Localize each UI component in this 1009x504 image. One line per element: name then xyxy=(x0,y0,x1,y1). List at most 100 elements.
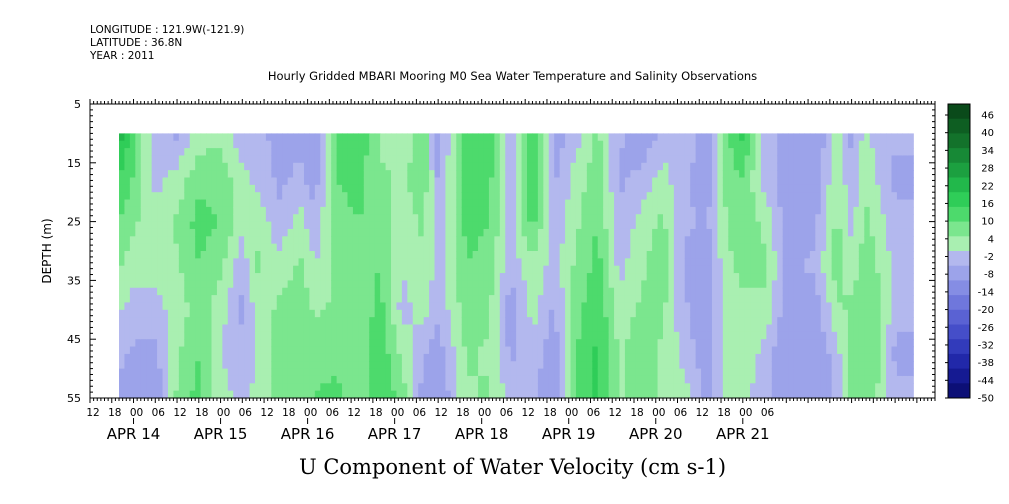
heatmap-cell xyxy=(799,170,806,179)
heatmap-cell xyxy=(527,331,534,340)
heatmap-cell xyxy=(760,346,767,355)
heatmap-cell xyxy=(750,265,757,274)
heatmap-cell xyxy=(581,346,588,355)
heatmap-cell xyxy=(478,140,485,149)
heatmap-cell xyxy=(679,383,686,392)
heatmap-cell xyxy=(820,228,827,237)
heatmap-cell xyxy=(146,287,153,296)
heatmap-cell xyxy=(766,368,773,377)
heatmap-cell xyxy=(635,170,642,179)
heatmap-cell xyxy=(771,361,778,370)
heatmap-cell xyxy=(521,353,528,362)
heatmap-cell xyxy=(565,368,572,377)
heatmap-cell xyxy=(293,251,300,259)
heatmap-cell xyxy=(336,251,343,259)
heatmap-cell xyxy=(809,206,816,215)
heatmap-cell xyxy=(858,258,865,267)
heatmap-cell xyxy=(255,317,262,326)
heatmap-cell xyxy=(407,155,414,164)
heatmap-cell xyxy=(641,170,648,179)
heatmap-cell xyxy=(374,177,381,186)
heatmap-cell xyxy=(537,295,544,304)
heatmap-cell xyxy=(711,148,718,157)
heatmap-cell xyxy=(483,243,490,252)
heatmap-cell xyxy=(614,309,621,318)
heatmap-cell xyxy=(499,390,506,399)
heatmap-cell xyxy=(162,192,169,201)
heatmap-cell xyxy=(331,339,338,348)
heatmap-cell xyxy=(548,368,555,377)
heatmap-cell xyxy=(739,375,746,384)
heatmap-cell xyxy=(788,162,795,171)
heatmap-cell xyxy=(456,170,463,179)
heatmap-cell xyxy=(673,361,680,370)
heatmap-cell xyxy=(663,390,670,399)
heatmap-cell xyxy=(510,228,517,237)
heatmap-cell xyxy=(630,140,637,149)
heatmap-cell xyxy=(478,302,485,311)
heatmap-cell xyxy=(222,309,229,318)
heatmap-cell xyxy=(581,221,588,230)
heatmap-cell xyxy=(195,295,202,304)
heatmap-cell xyxy=(537,199,544,208)
heatmap-cell xyxy=(717,170,724,179)
heatmap-cell xyxy=(429,155,436,164)
heatmap-cell xyxy=(858,295,865,304)
heatmap-cell xyxy=(265,273,272,281)
heatmap-cell xyxy=(831,390,838,399)
heatmap-cell xyxy=(679,140,686,149)
heatmap-cell xyxy=(581,192,588,201)
heatmap-cell xyxy=(298,339,305,348)
heatmap-cell xyxy=(722,184,729,193)
heatmap-cell xyxy=(657,368,664,377)
heatmap-cell xyxy=(505,192,512,201)
heatmap-cell xyxy=(162,214,169,223)
heatmap-cell xyxy=(391,236,398,245)
heatmap-cell xyxy=(325,353,332,362)
heatmap-cell xyxy=(809,390,816,399)
heatmap-cell xyxy=(472,170,479,179)
heatmap-cell xyxy=(614,287,621,296)
heatmap-cell xyxy=(211,324,218,333)
heatmap-cell xyxy=(657,221,664,230)
heatmap-cell xyxy=(380,199,387,208)
heatmap-cell xyxy=(423,383,430,392)
heatmap-cell xyxy=(456,309,463,318)
heatmap-cell xyxy=(293,287,300,296)
heatmap-cell xyxy=(733,155,740,164)
heatmap-cell xyxy=(146,361,153,370)
heatmap-cell xyxy=(478,177,485,186)
heatmap-cell xyxy=(331,228,338,237)
heatmap-cell xyxy=(755,199,762,208)
heatmap-cell xyxy=(467,361,474,370)
heatmap-cell xyxy=(603,331,610,340)
heatmap-cell xyxy=(586,287,593,296)
heatmap-cell xyxy=(559,214,566,223)
heatmap-cell xyxy=(157,148,164,157)
heatmap-cell xyxy=(793,273,800,281)
heatmap-cell xyxy=(527,170,534,179)
heatmap-cell xyxy=(706,353,713,362)
heatmap-cell xyxy=(434,280,441,289)
heatmap-cell xyxy=(358,353,365,362)
heatmap-cell xyxy=(445,214,452,223)
heatmap-cell xyxy=(151,280,158,289)
heatmap-cell xyxy=(276,317,283,326)
heatmap-cell xyxy=(249,251,256,259)
heatmap-cell xyxy=(401,243,408,252)
heatmap-cell xyxy=(184,170,191,179)
heatmap-cell xyxy=(439,273,447,281)
heatmap-cell xyxy=(195,317,202,326)
heatmap-cell xyxy=(809,177,816,186)
heatmap-cell xyxy=(135,339,142,348)
heatmap-cell xyxy=(233,214,240,223)
heatmap-cell xyxy=(586,375,593,384)
heatmap-cell xyxy=(592,162,599,171)
heatmap-cell xyxy=(657,339,664,348)
heatmap-cell xyxy=(673,265,680,274)
heatmap-cell xyxy=(157,170,164,179)
heatmap-cell xyxy=(739,148,746,157)
heatmap-cell xyxy=(412,162,419,171)
heatmap-cell xyxy=(227,148,234,157)
heatmap-cell xyxy=(151,324,158,333)
